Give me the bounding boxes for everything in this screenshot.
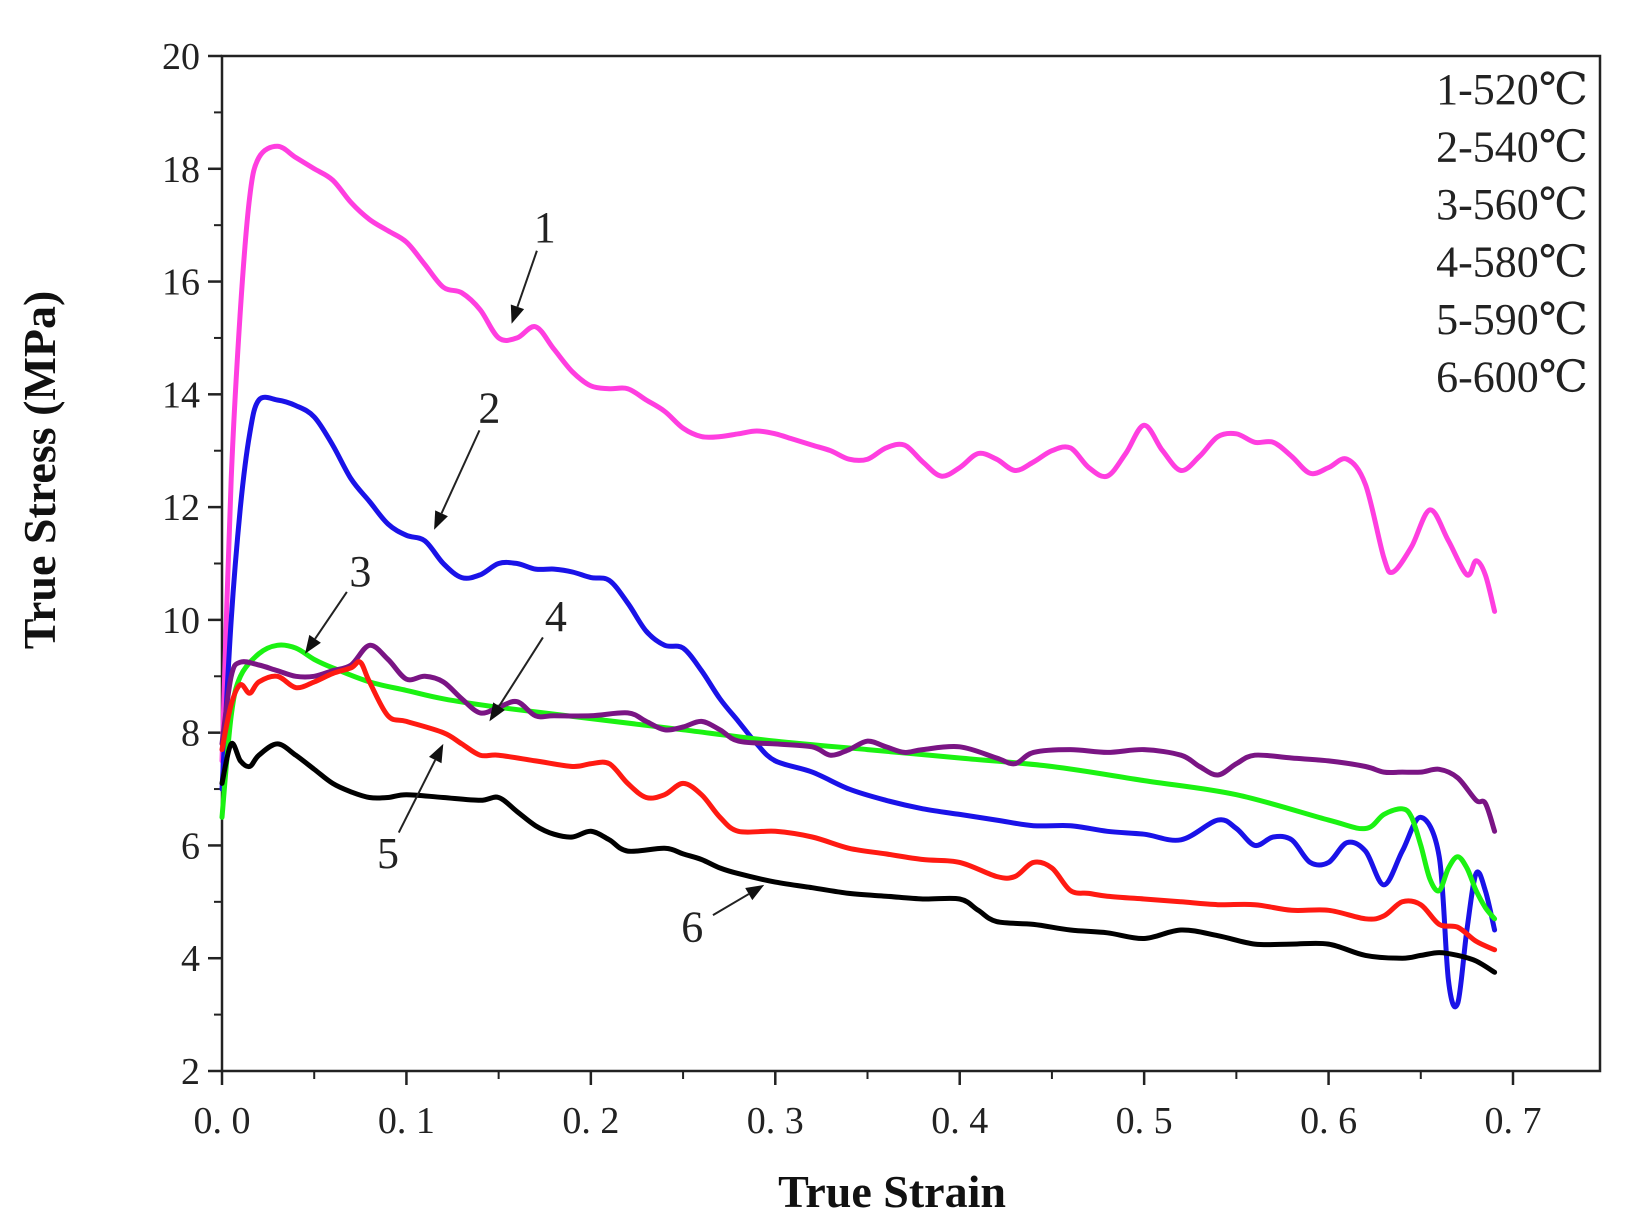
y-tick-label: 12 <box>162 487 200 529</box>
legend-entry-6: 6-600℃ <box>1436 353 1588 402</box>
y-tick-label: 18 <box>162 149 200 191</box>
annotation-arrow-line-2 <box>440 429 481 514</box>
curve-label-5: 5 <box>377 829 399 878</box>
series-layer <box>219 143 1498 1010</box>
plot-frame <box>220 54 1602 1073</box>
x-tick-label: 0. 4 <box>931 1100 988 1142</box>
x-tick-label: 0. 5 <box>1116 1100 1173 1142</box>
annotation-layer: 1 2 3 4 5 6 <box>305 203 765 951</box>
x-axis: 0. 0 0. 1 0. 2 0. 3 0. 4 0. 5 0. 6 0. 7 <box>194 1071 1542 1142</box>
y-axis: 2 4 6 8 10 12 14 16 18 20 <box>162 36 222 1093</box>
plot-border <box>220 54 1602 1073</box>
y-tick-label: 4 <box>181 938 200 980</box>
curve-label-6: 6 <box>681 902 703 951</box>
x-tick-label: 0. 0 <box>194 1100 251 1142</box>
y-tick-label: 2 <box>181 1051 200 1093</box>
x-tick-label: 0. 6 <box>1300 1100 1357 1142</box>
series-line-4 <box>219 642 1498 834</box>
x-axis-title: True Strain <box>778 1166 1006 1217</box>
y-axis-title: True Stress (MPa) <box>14 291 65 650</box>
legend-entry-1: 1-520℃ <box>1436 65 1588 114</box>
legend: 1-520℃ 2-540℃ 3-560℃ 4-580℃ 5-590℃ 6-600℃ <box>1436 65 1588 402</box>
y-tick-label: 8 <box>181 713 200 755</box>
annotation-arrow-line-1 <box>516 250 538 308</box>
y-tick-label: 16 <box>162 262 200 304</box>
y-tick-label: 20 <box>162 36 200 78</box>
annotation-arrow-line-4 <box>498 636 544 707</box>
x-tick-label: 0. 3 <box>747 1100 804 1142</box>
series-line-6 <box>219 740 1498 975</box>
curve-label-2: 2 <box>478 384 500 433</box>
x-tick-label: 0. 7 <box>1485 1100 1542 1142</box>
legend-entry-2: 2-540℃ <box>1436 123 1588 172</box>
y-tick-label: 14 <box>162 374 200 416</box>
annotation-arrow-head-1 <box>510 304 525 324</box>
curve-label-4: 4 <box>545 592 567 641</box>
series-line-3 <box>219 642 1498 922</box>
annotation-arrow-line-3 <box>314 591 348 640</box>
legend-entry-4: 4-580℃ <box>1436 238 1588 287</box>
x-tick-label: 0. 2 <box>562 1100 619 1142</box>
legend-entry-5: 5-590℃ <box>1436 295 1588 344</box>
series-line-5 <box>219 659 1498 953</box>
series-line-1 <box>219 143 1498 764</box>
y-tick-label: 10 <box>162 600 200 642</box>
series-line-2 <box>219 394 1498 1010</box>
x-tick-label: 0. 1 <box>378 1100 435 1142</box>
curve-label-3: 3 <box>349 547 371 596</box>
annotation-arrow-head-5 <box>429 743 444 764</box>
annotation-arrow-line-6 <box>712 893 750 916</box>
annotation-arrow-head-6 <box>745 884 765 901</box>
curve-label-1: 1 <box>534 203 556 252</box>
annotation-arrow-line-5 <box>397 759 437 834</box>
annotation-arrow-head-4 <box>489 702 505 722</box>
legend-entry-3: 3-560℃ <box>1436 180 1588 229</box>
annotation-arrow-head-3 <box>305 634 321 654</box>
y-tick-label: 6 <box>181 825 200 867</box>
annotation-arrow-head-2 <box>434 510 448 530</box>
